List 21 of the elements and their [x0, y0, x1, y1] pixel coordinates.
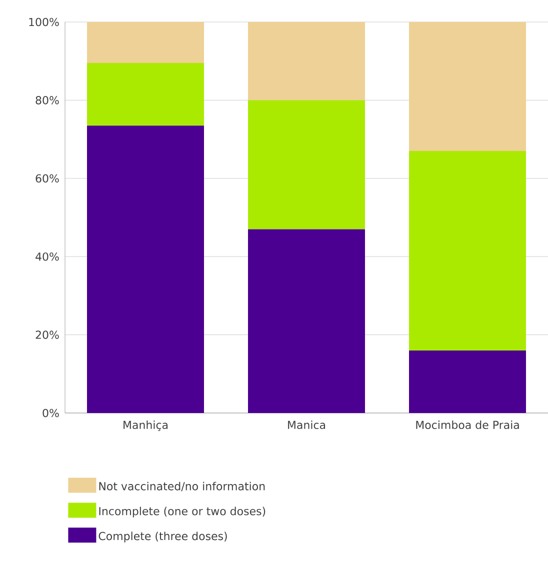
bar: [86, 22, 204, 64]
legend-label: Incomplete (one or two doses): [99, 506, 266, 518]
bar: [248, 22, 365, 100]
bar: [86, 63, 204, 126]
bar: [409, 22, 526, 152]
y-tick-label: 20%: [36, 330, 59, 339]
bar: [248, 229, 365, 413]
y-tick-label: 100%: [29, 18, 59, 26]
bar: [248, 100, 365, 230]
y-tick-label: 0%: [42, 408, 59, 418]
y-tick-label: 40%: [36, 252, 59, 261]
x-tick-label: Manhiça: [124, 420, 168, 432]
x-tick-label: Manica: [288, 420, 326, 430]
legend-label: Not vaccinated/no information: [99, 482, 265, 492]
y-tick-label: 80%: [36, 96, 59, 104]
bar: [409, 151, 526, 350]
bar: [409, 350, 526, 413]
x-tick-label: Mocimboa de Praia: [416, 420, 519, 430]
bar: [86, 126, 204, 413]
legend-label: Complete (three doses): [98, 532, 227, 542]
y-tick-label: 60%: [36, 174, 59, 183]
